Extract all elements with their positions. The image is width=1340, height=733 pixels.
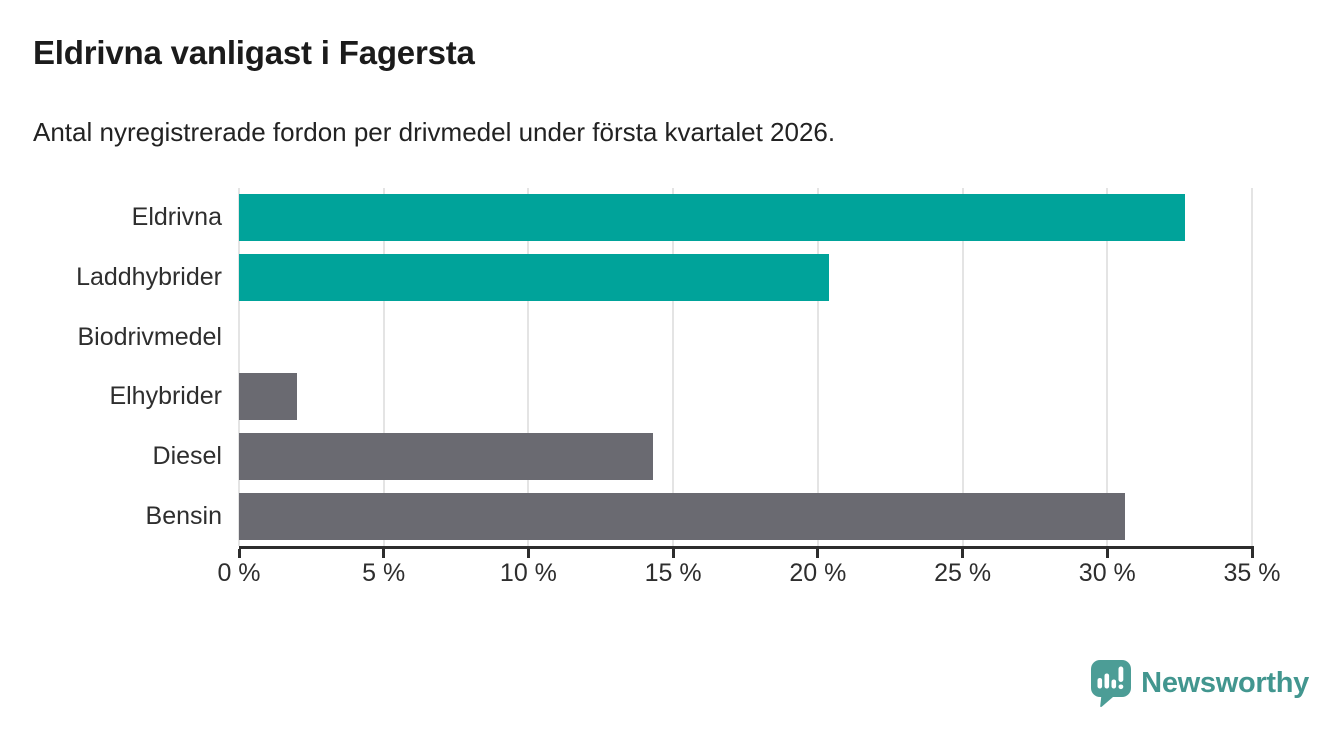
x-tick-mark: [961, 549, 965, 558]
x-tick-label: 35 %: [1223, 559, 1281, 587]
x-axis-line: [239, 546, 1254, 549]
x-tick-mark: [816, 549, 820, 558]
gridline: [1251, 188, 1253, 546]
x-tick-mark: [671, 549, 675, 558]
x-tick-label: 0 %: [217, 559, 261, 587]
bar-row: [239, 307, 1252, 367]
gridline: [1106, 188, 1109, 546]
newsworthy-speech-bubble-chart-icon: [1090, 660, 1132, 707]
chart-title: Eldrivna vanligast i Fagersta: [33, 34, 475, 71]
x-tick-label: 20 %: [789, 559, 847, 587]
x-tick-mark: [382, 549, 386, 558]
x-tick-mark: [526, 549, 530, 558]
gridlines: [238, 188, 1253, 546]
bar: [239, 373, 297, 421]
x-tick-mark: [1105, 549, 1109, 558]
category-label: Eldrivna: [131, 203, 222, 232]
category-label: Diesel: [152, 442, 222, 471]
gridline: [382, 188, 385, 546]
x-tick-label: 10 %: [499, 559, 557, 587]
x-tick-mark: [237, 549, 241, 558]
gridline: [816, 188, 819, 546]
chart-subtitle: Antal nyregistrerade fordon per drivmede…: [33, 117, 836, 147]
bar-row: [239, 188, 1252, 248]
bar: [239, 492, 1125, 540]
category-label: Elhybrider: [109, 382, 222, 411]
gridline: [672, 188, 675, 546]
category-labels: Eldrivna Laddhybrider Biodrivmedel Elhybrid…: [0, 188, 222, 546]
bar-row: [239, 427, 1252, 487]
x-tick-label: 15 %: [644, 559, 702, 587]
bar-rows: [239, 188, 1252, 546]
gridline: [527, 188, 530, 546]
category-label: Bensin: [145, 501, 222, 530]
bar: [239, 194, 1186, 242]
bar-row: [239, 367, 1252, 427]
x-axis-ticks: 0 % 5 % 10 % 15 % 20 % 25 % 30 % 35 %: [217, 549, 1280, 589]
x-tick-label: 30 %: [1078, 559, 1136, 587]
category-label: Laddhybrider: [76, 263, 222, 291]
plot-wrap: Eldrivna Laddhybrider Biodrivmedel Elhybrid…: [0, 188, 1340, 546]
gridline: [961, 188, 964, 546]
bar: [239, 254, 830, 301]
category-label: Biodrivmedel: [77, 322, 222, 351]
x-tick-label: 25 %: [934, 559, 992, 587]
bar: [239, 433, 653, 481]
x-tick-label: 5 %: [362, 559, 406, 587]
plot-area: [238, 188, 1253, 546]
newsworthy-logo: Newsworthy: [1090, 660, 1309, 707]
gridline: [238, 188, 240, 546]
newsworthy-logo-text: Newsworthy: [1141, 667, 1309, 699]
bar-row: [239, 486, 1252, 546]
x-tick-mark: [1250, 549, 1254, 558]
bar-row: [239, 248, 1252, 308]
